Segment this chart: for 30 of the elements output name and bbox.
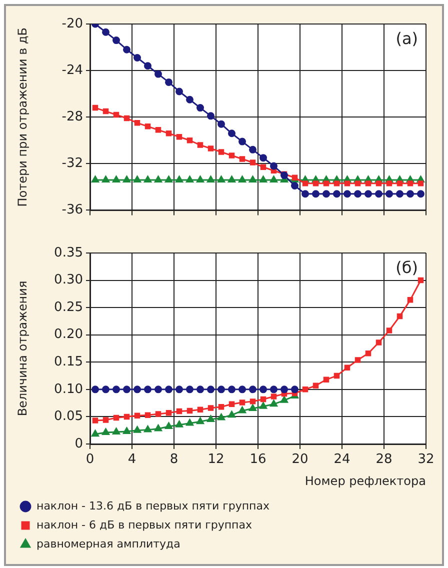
y-tick-label: 0.25 xyxy=(54,300,83,315)
y-tick-label: -36 xyxy=(62,202,83,218)
x-tick-label: 8 xyxy=(170,452,178,468)
y-tick-label: 0.15 xyxy=(54,354,83,370)
y-tick-label: 0.30 xyxy=(54,272,83,288)
y-axis-title: Потери при отражении в дБ xyxy=(15,27,30,207)
legend-label: наклон - 13.6 дБ в первых пяти группах xyxy=(36,499,270,512)
x-tick-label: 4 xyxy=(128,452,136,468)
y-tick-label: 0.20 xyxy=(54,327,83,342)
y-tick-label: -24 xyxy=(62,62,83,78)
y-tick-label: 0.05 xyxy=(54,409,83,424)
x-axis-title: Номер рефлектора xyxy=(304,474,426,488)
y-tick-label: 0.10 xyxy=(54,382,83,397)
x-tick-label: 24 xyxy=(334,452,350,468)
y-axis-title: Величина отражения xyxy=(15,280,30,416)
annotation: (б) xyxy=(396,258,418,278)
x-tick-label: 0 xyxy=(86,452,94,468)
x-tick-label: 32 xyxy=(418,452,434,468)
legend-label: равномерная амплитуда xyxy=(36,537,180,550)
x-tick-label: 20 xyxy=(292,452,308,468)
legend-label: наклон - 6 дБ в первых пяти группах xyxy=(36,518,252,532)
x-tick-label: 16 xyxy=(250,452,266,468)
annotation: (a) xyxy=(396,29,418,48)
y-tick-label: -28 xyxy=(62,109,83,124)
y-tick-label: -32 xyxy=(62,156,83,172)
x-tick-label: 12 xyxy=(208,452,224,468)
y-tick-label: -20 xyxy=(62,16,83,32)
y-tick-label: 0.35 xyxy=(54,245,83,260)
y-tick-label: 0 xyxy=(74,436,83,452)
x-tick-label: 28 xyxy=(376,452,392,468)
